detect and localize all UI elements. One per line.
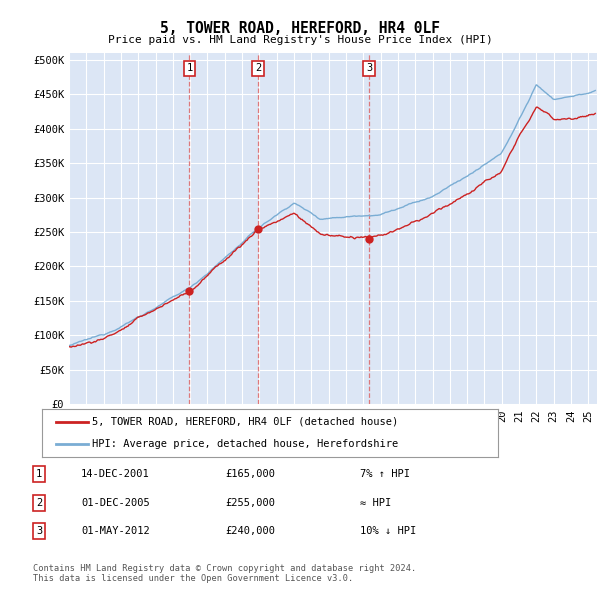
Text: 2: 2: [255, 63, 261, 73]
Text: 14-DEC-2001: 14-DEC-2001: [81, 470, 150, 479]
Text: 5, TOWER ROAD, HEREFORD, HR4 0LF (detached house): 5, TOWER ROAD, HEREFORD, HR4 0LF (detach…: [92, 417, 398, 427]
Text: Price paid vs. HM Land Registry's House Price Index (HPI): Price paid vs. HM Land Registry's House …: [107, 35, 493, 45]
Text: 5, TOWER ROAD, HEREFORD, HR4 0LF: 5, TOWER ROAD, HEREFORD, HR4 0LF: [160, 21, 440, 35]
Text: HPI: Average price, detached house, Herefordshire: HPI: Average price, detached house, Here…: [92, 439, 398, 449]
Text: 3: 3: [36, 526, 42, 536]
Text: 01-DEC-2005: 01-DEC-2005: [81, 498, 150, 507]
Text: ≈ HPI: ≈ HPI: [360, 498, 391, 507]
Text: £165,000: £165,000: [225, 470, 275, 479]
Text: Contains HM Land Registry data © Crown copyright and database right 2024.
This d: Contains HM Land Registry data © Crown c…: [33, 563, 416, 583]
Text: 10% ↓ HPI: 10% ↓ HPI: [360, 526, 416, 536]
Text: 3: 3: [366, 63, 372, 73]
Text: 1: 1: [187, 63, 193, 73]
Text: 1: 1: [36, 470, 42, 479]
Text: £255,000: £255,000: [225, 498, 275, 507]
Text: 01-MAY-2012: 01-MAY-2012: [81, 526, 150, 536]
Text: 2: 2: [36, 498, 42, 507]
Text: £240,000: £240,000: [225, 526, 275, 536]
Text: 7% ↑ HPI: 7% ↑ HPI: [360, 470, 410, 479]
